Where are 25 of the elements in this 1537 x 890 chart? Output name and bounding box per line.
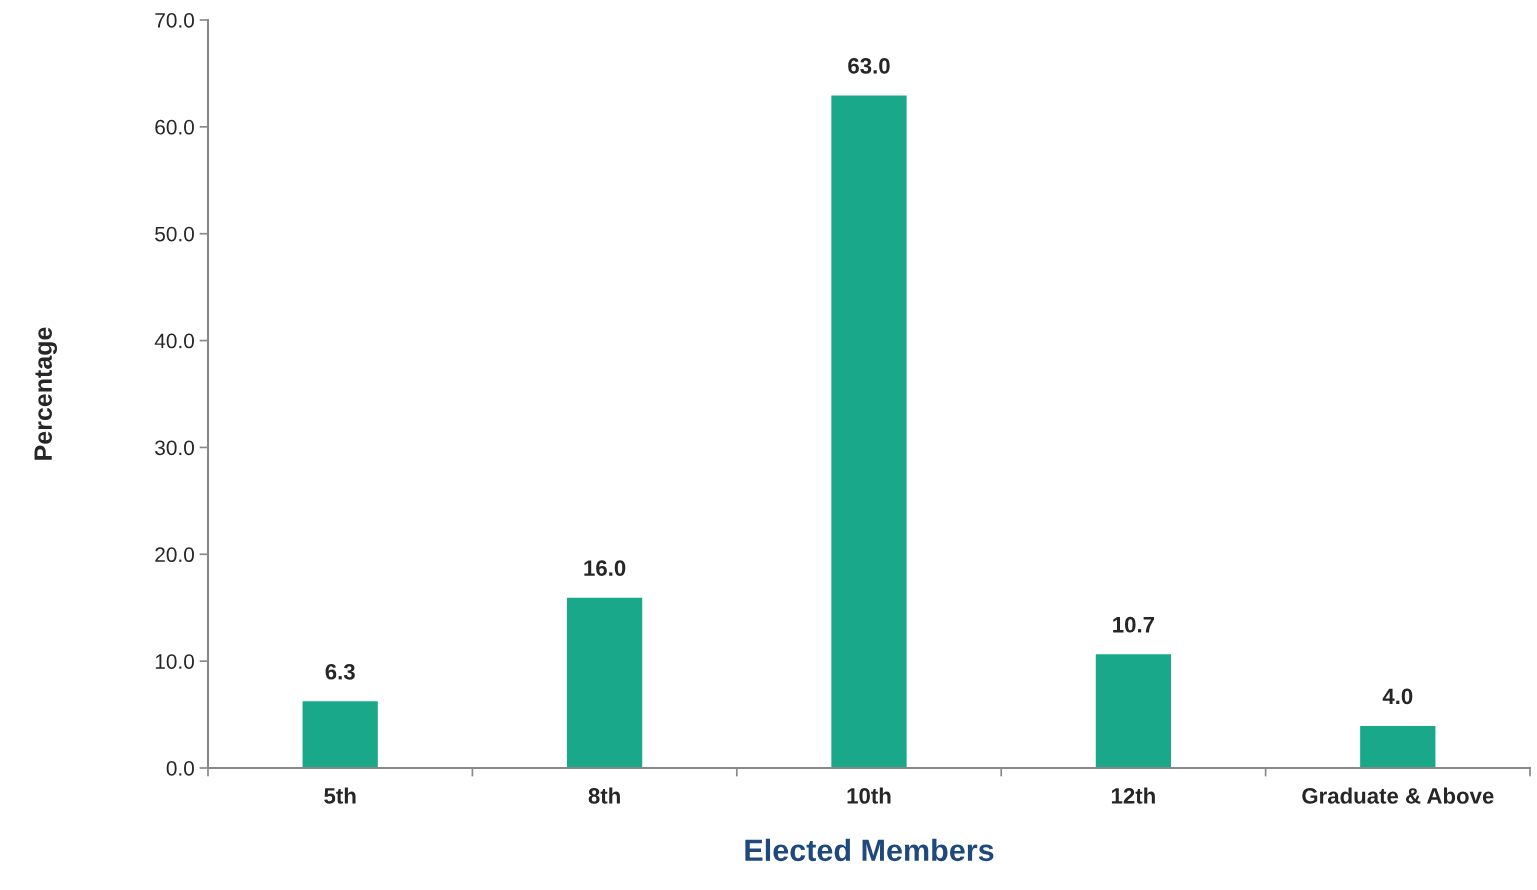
x-tick-label: Graduate & Above — [1302, 787, 1494, 804]
y-tick-label: 40.0 — [154, 333, 194, 349]
x-tick-label: 8th — [588, 787, 620, 804]
bar — [829, 94, 909, 768]
x-tick-label: 5th — [324, 787, 356, 804]
y-tick-label: 30.0 — [155, 440, 194, 456]
data-label: 16.0 — [584, 560, 626, 576]
data-label: 63.0 — [848, 58, 890, 74]
y-tick-label: 0.0 — [166, 761, 194, 776]
y-tick-label: 50.0 — [155, 226, 194, 242]
bar — [1094, 652, 1173, 768]
data-label: 6.3 — [325, 663, 355, 680]
bar — [1358, 724, 1437, 768]
x-tick-label: 10th — [847, 787, 891, 804]
y-tick-label: 60.0 — [155, 119, 194, 135]
x-axis-title: Elected Members — [745, 838, 994, 862]
y-tick-label: 10.0 — [155, 654, 194, 669]
data-label: 4.0 — [1382, 688, 1413, 705]
y-tick-label: 70.0 — [155, 13, 194, 28]
x-tick-label: 12th — [1111, 787, 1155, 804]
bar — [565, 596, 644, 768]
data-label: 10.7 — [1113, 616, 1155, 633]
y-tick-label: 20.0 — [155, 547, 194, 563]
y-axis-title: Percentage — [34, 327, 58, 460]
bar — [301, 699, 380, 768]
